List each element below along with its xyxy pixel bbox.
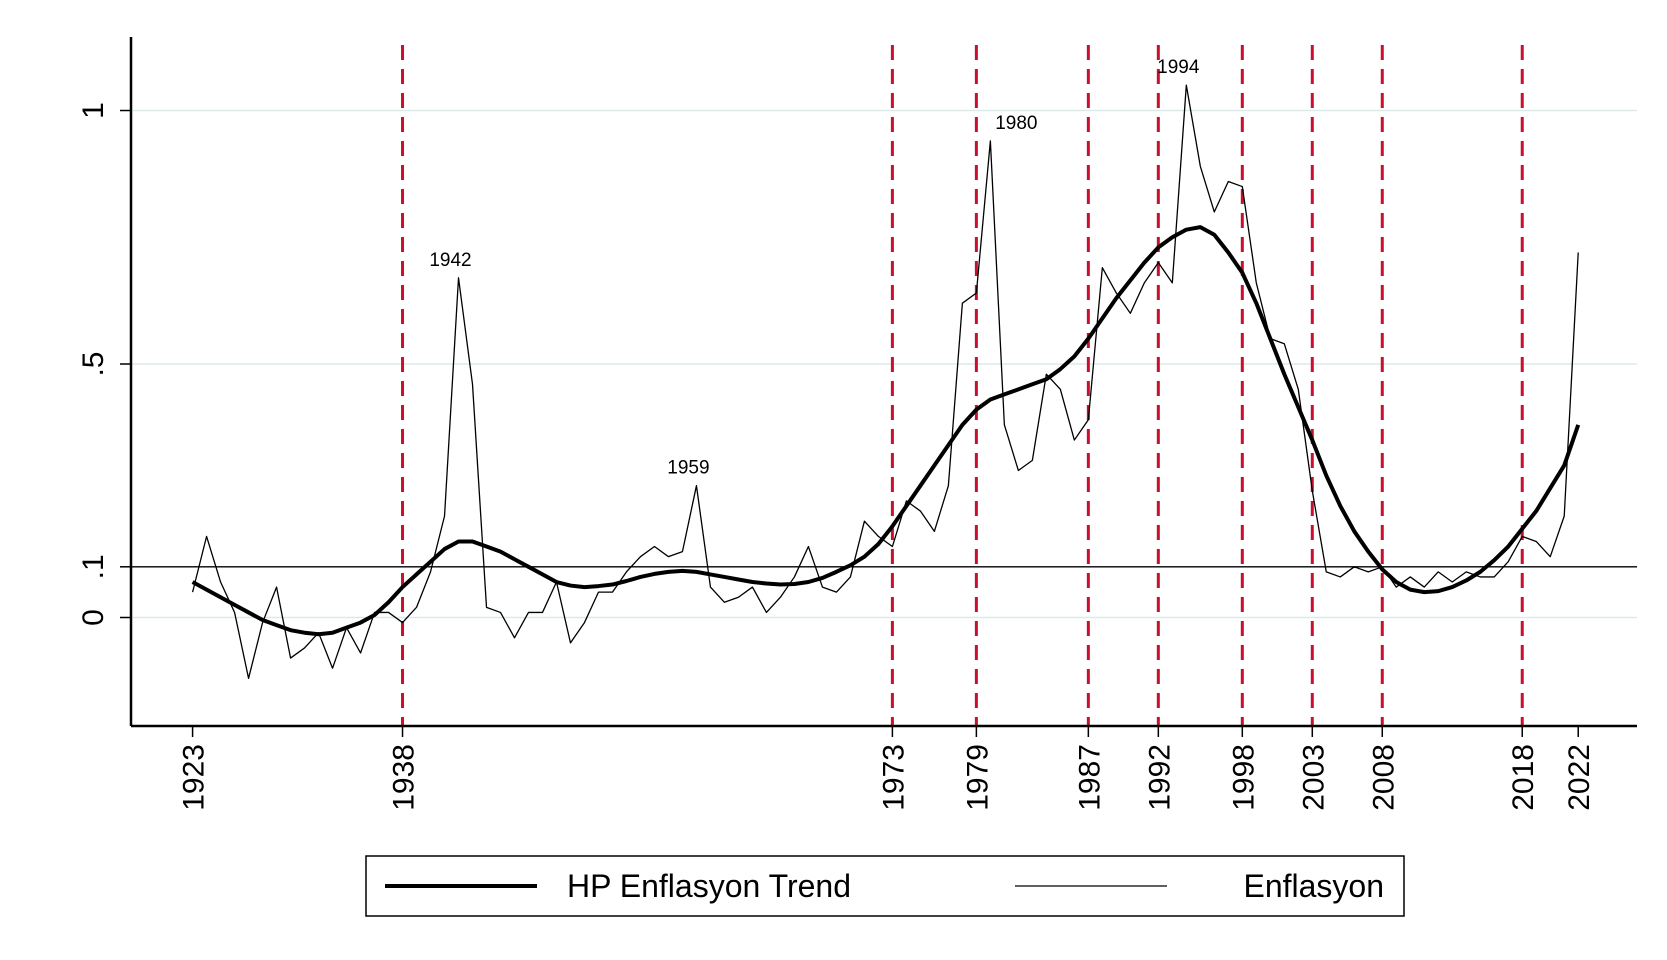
annotation: 1942 <box>429 250 471 271</box>
y-tick-label: 1 <box>77 102 110 119</box>
series-line <box>191 225 1581 637</box>
x-tick-label: 2022 <box>1563 744 1596 811</box>
series-line <box>191 84 1579 679</box>
x-tick-label: 1938 <box>388 744 421 811</box>
x-tick-label: 2003 <box>1297 744 1330 811</box>
annotation: 1980 <box>995 113 1037 134</box>
x-tick-label: 1979 <box>961 744 994 811</box>
annotation: 1994 <box>1157 57 1200 78</box>
x-tick-label: 1998 <box>1227 744 1260 811</box>
x-tick-label: 2008 <box>1367 744 1400 811</box>
x-tick-label: 1992 <box>1143 744 1176 811</box>
legend-label: Enflasyon <box>1243 868 1384 904</box>
y-tick-label: 0 <box>77 609 110 626</box>
y-tick-label: .5 <box>77 351 110 376</box>
x-tick-label: 1923 <box>178 744 211 811</box>
legend-box <box>365 855 1405 917</box>
annotation: 1959 <box>667 458 709 479</box>
legend-label: HP Enflasyon Trend <box>567 868 851 904</box>
x-tick-label: 1987 <box>1073 744 1106 811</box>
y-tick-label: .1 <box>77 554 110 579</box>
x-tick-label: 2018 <box>1507 744 1540 811</box>
x-tick-label: 1973 <box>877 744 910 811</box>
